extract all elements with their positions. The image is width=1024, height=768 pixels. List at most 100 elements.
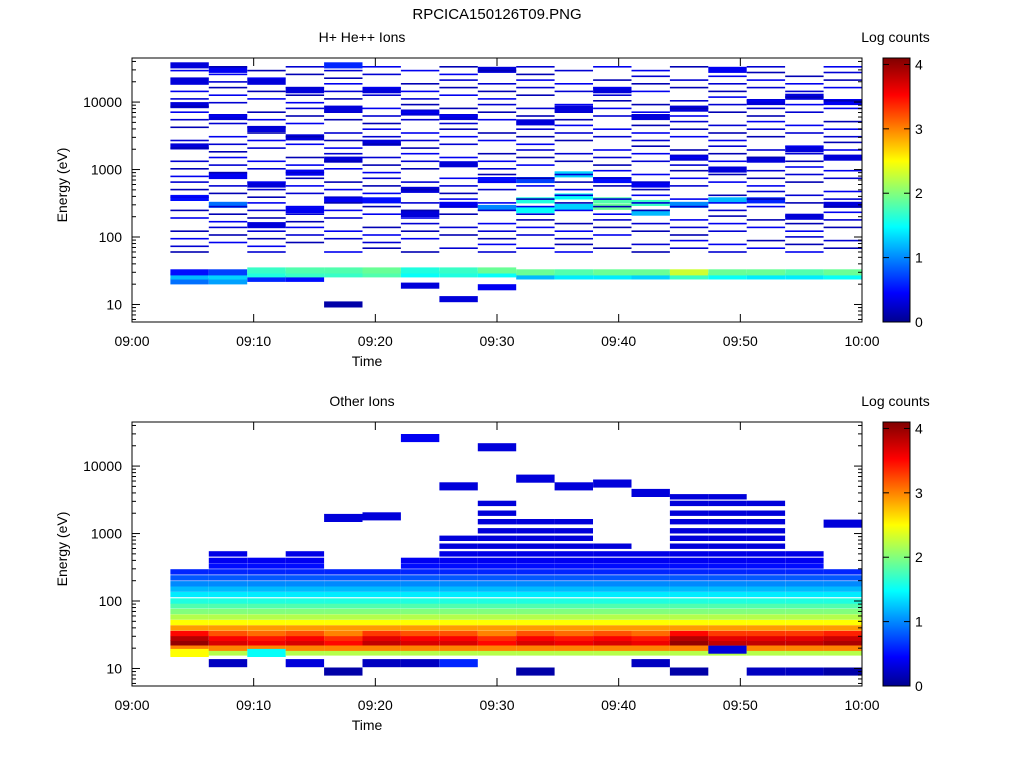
heatmap-cell — [708, 645, 747, 654]
heatmap-cell — [439, 94, 478, 96]
heatmap-cell — [746, 205, 786, 208]
heatmap-cell — [708, 614, 747, 620]
heatmap-cell — [554, 586, 593, 592]
heatmap-cell — [285, 207, 325, 214]
heatmap-cell — [285, 66, 325, 68]
heatmap-cell — [669, 234, 709, 236]
heatmap-cell — [516, 575, 555, 581]
heatmap-cell — [516, 135, 555, 138]
heatmap-cell — [516, 66, 555, 68]
heatmap-cell — [362, 164, 401, 166]
heatmap-cell — [669, 551, 709, 557]
heatmap-cell — [631, 575, 670, 581]
heatmap-cell — [516, 149, 555, 151]
heatmap-cell — [362, 139, 401, 146]
heatmap-cell — [554, 69, 593, 72]
heatmap-cell — [362, 87, 401, 94]
heatmap-cell — [324, 90, 363, 93]
colorbar-tick-label: 0 — [915, 678, 923, 694]
heatmap-cell — [362, 241, 401, 244]
heatmap-cell — [400, 217, 440, 219]
heatmap-cell — [477, 181, 517, 183]
heatmap-cell — [400, 569, 440, 575]
heatmap-cell — [823, 66, 862, 68]
heatmap-cell — [477, 243, 517, 246]
heatmap-cell — [170, 111, 209, 113]
heatmap-cell — [285, 73, 325, 76]
heatmap-cell — [593, 94, 632, 96]
heatmap-cell — [593, 107, 632, 110]
heatmap-cell — [170, 217, 209, 219]
heatmap-cell — [516, 164, 555, 166]
heatmap-cell — [324, 196, 363, 198]
heatmap-cell — [631, 625, 670, 631]
heatmap-cell — [823, 79, 862, 81]
heatmap-cell — [823, 614, 862, 620]
heatmap-cell — [823, 107, 862, 110]
heatmap-cell — [708, 608, 747, 615]
heatmap-cell — [593, 169, 632, 172]
heatmap-cell — [439, 156, 478, 159]
heatmap-cell — [593, 86, 632, 89]
heatmap-cell — [554, 535, 593, 541]
heatmap-cell — [554, 269, 593, 276]
heatmap-cell — [708, 569, 747, 575]
heatmap-cell — [285, 226, 325, 229]
heatmap-cell — [439, 635, 478, 641]
heatmap-cell — [285, 625, 325, 631]
heatmap-cell — [554, 551, 593, 557]
heatmap-cell — [554, 90, 593, 93]
heatmap-cell — [554, 543, 593, 549]
heatmap-cell — [208, 608, 248, 615]
heatmap-cell — [554, 519, 593, 525]
heatmap-cell — [208, 575, 248, 581]
heatmap-cell — [247, 598, 286, 604]
heatmap-cell — [631, 181, 670, 188]
heatmap-cell — [170, 648, 209, 657]
x-tick-label: 10:00 — [844, 333, 879, 349]
heatmap-cell — [785, 551, 824, 557]
heatmap-cell — [362, 156, 401, 159]
heatmap-cell — [785, 581, 824, 587]
heatmap-cell — [669, 640, 709, 646]
heatmap-cell — [362, 94, 401, 96]
heatmap-cell — [746, 99, 786, 106]
heatmap-cell — [631, 75, 670, 78]
heatmap-cell — [708, 111, 747, 113]
heatmap-cell — [554, 103, 593, 106]
heatmap-cell — [631, 145, 670, 147]
heatmap-cell — [708, 194, 747, 197]
heatmap-cell — [823, 177, 862, 180]
heatmap-cell — [669, 645, 709, 651]
heatmap-cell — [477, 528, 517, 534]
heatmap-cell — [593, 247, 632, 249]
heatmap-cell — [439, 135, 478, 138]
heatmap-cell — [823, 71, 862, 74]
heatmap-cell — [170, 251, 209, 253]
heatmap-cell — [477, 237, 517, 240]
heatmap-cell — [554, 111, 593, 113]
heatmap-cell — [208, 234, 248, 236]
heatmap-cell — [631, 202, 670, 204]
heatmap-cell — [746, 239, 786, 242]
heatmap-cell — [593, 635, 632, 641]
heatmap-cell — [247, 125, 286, 132]
heatmap-cell — [554, 118, 593, 121]
heatmap-cell — [516, 234, 555, 236]
heatmap-cells — [170, 62, 862, 308]
x-tick-label: 09:40 — [601, 333, 636, 349]
heatmap-cell — [746, 650, 786, 656]
heatmap-cell — [477, 267, 517, 274]
heatmap-cell — [324, 625, 363, 631]
heatmap-cell — [554, 569, 593, 575]
heatmap-cell — [593, 128, 632, 130]
heatmap-cell — [208, 278, 248, 285]
heatmap-cell — [516, 551, 555, 557]
heatmap-cell — [247, 132, 286, 134]
heatmap-cell — [669, 107, 709, 110]
heatmap-cell — [823, 226, 862, 229]
heatmap-cell — [247, 188, 286, 191]
heatmap-cell — [362, 575, 401, 581]
heatmap-cell — [554, 591, 593, 598]
heatmap-cell — [746, 557, 786, 564]
